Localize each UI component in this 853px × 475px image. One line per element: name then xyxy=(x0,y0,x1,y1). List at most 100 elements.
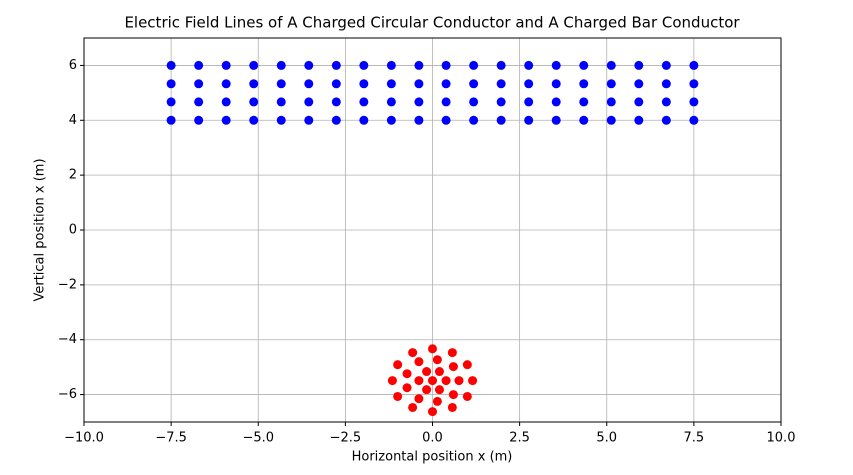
point xyxy=(454,376,464,386)
point xyxy=(414,115,424,125)
point xyxy=(194,97,204,107)
point xyxy=(359,60,369,70)
point xyxy=(408,348,418,358)
point xyxy=(606,79,616,89)
point xyxy=(661,115,671,125)
chart-title: Electric Field Lines of A Charged Circul… xyxy=(124,14,740,32)
point xyxy=(441,115,451,125)
point xyxy=(469,60,479,70)
point xyxy=(393,360,403,370)
point xyxy=(276,115,286,125)
point xyxy=(496,79,506,89)
point xyxy=(441,79,451,89)
y-tick-label: −2 xyxy=(58,277,77,292)
point xyxy=(386,60,396,70)
point xyxy=(166,115,176,125)
y-tick-label: −4 xyxy=(58,332,77,347)
x-tick-label: 0.0 xyxy=(422,431,443,446)
point xyxy=(359,97,369,107)
x-tick-label: 10.0 xyxy=(767,431,796,446)
point xyxy=(462,391,472,401)
point xyxy=(166,97,176,107)
point xyxy=(386,79,396,89)
point xyxy=(661,79,671,89)
point xyxy=(689,79,699,89)
point xyxy=(414,97,424,107)
point xyxy=(434,367,444,377)
y-tick-label: 2 xyxy=(69,168,77,183)
point xyxy=(414,394,424,404)
point xyxy=(359,79,369,89)
point xyxy=(393,391,403,401)
plot-frame xyxy=(83,37,782,423)
point xyxy=(331,79,341,89)
point xyxy=(194,60,204,70)
point xyxy=(422,367,432,377)
point xyxy=(579,79,589,89)
point xyxy=(579,97,589,107)
point xyxy=(606,115,616,125)
point xyxy=(606,97,616,107)
point xyxy=(524,115,534,125)
point xyxy=(221,60,231,70)
y-tick-label: 6 xyxy=(69,58,77,73)
point xyxy=(469,97,479,107)
point xyxy=(386,97,396,107)
point xyxy=(249,97,259,107)
point xyxy=(276,79,286,89)
point xyxy=(414,357,424,367)
point xyxy=(579,60,589,70)
point xyxy=(304,79,314,89)
point xyxy=(428,376,437,386)
point xyxy=(249,60,259,70)
point xyxy=(304,60,314,70)
point xyxy=(331,60,341,70)
point xyxy=(402,369,412,379)
point xyxy=(579,115,589,125)
point xyxy=(166,60,176,70)
point xyxy=(304,97,314,107)
point xyxy=(447,402,457,412)
point xyxy=(414,376,424,386)
y-axis-label: Vertical position x (m) xyxy=(33,158,48,301)
point xyxy=(462,360,472,370)
point xyxy=(221,97,231,107)
point xyxy=(441,60,451,70)
point xyxy=(428,344,437,354)
x-tick-label: −7.5 xyxy=(155,431,187,446)
x-tick-label: −2.5 xyxy=(330,431,362,446)
point xyxy=(606,60,616,70)
point xyxy=(402,383,412,393)
point xyxy=(249,79,259,89)
point xyxy=(524,97,534,107)
point xyxy=(469,115,479,125)
point xyxy=(634,60,644,70)
x-tick-label: 5.0 xyxy=(596,431,617,446)
point xyxy=(689,60,699,70)
point xyxy=(689,115,699,125)
point xyxy=(408,402,418,412)
x-tick-label: 7.5 xyxy=(684,431,705,446)
point xyxy=(524,60,534,70)
y-tick-label: 4 xyxy=(69,113,77,128)
point xyxy=(432,355,442,365)
point xyxy=(194,115,204,125)
point xyxy=(441,376,451,386)
point xyxy=(434,385,444,395)
point xyxy=(359,115,369,125)
point xyxy=(249,115,259,125)
point xyxy=(428,407,437,417)
point xyxy=(524,79,534,89)
point xyxy=(194,79,204,89)
x-tick-label: −5.0 xyxy=(242,431,274,446)
point xyxy=(221,115,231,125)
point xyxy=(447,348,457,358)
point xyxy=(331,97,341,107)
point xyxy=(496,115,506,125)
point xyxy=(441,97,451,107)
point xyxy=(661,97,671,107)
point xyxy=(551,97,561,107)
x-tick-label: 2.5 xyxy=(509,431,530,446)
point xyxy=(551,60,561,70)
